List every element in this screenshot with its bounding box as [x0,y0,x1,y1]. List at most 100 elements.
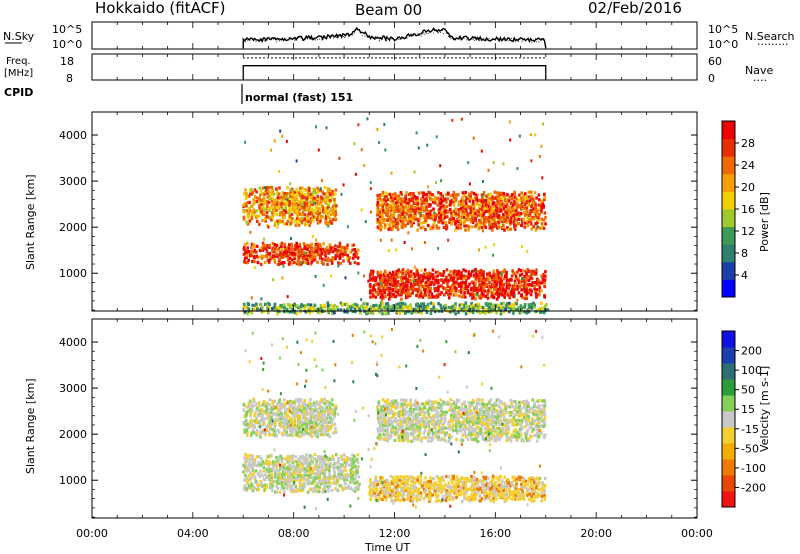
velocity-cell [245,405,249,409]
power-cell [464,198,468,203]
power-cell [478,218,481,223]
velocity-cell [343,458,346,462]
velocity-cell [283,472,287,476]
power-cell [335,251,339,255]
velocity-cell [399,398,403,402]
power-cell [328,217,332,221]
power-cell [300,221,304,225]
power-cell [450,220,453,224]
velocity-cell [391,428,394,432]
velocity-cell [440,409,443,413]
power-cell [517,217,521,221]
velocity-cell [298,488,301,493]
power-cell [417,280,421,284]
velocity-cell [332,411,335,416]
power-cell [408,217,411,221]
power-cell [516,298,519,302]
velocity-cell [458,427,462,431]
power-cell [250,253,253,258]
power-cell [278,186,281,190]
power-cell [447,310,451,314]
power-cell [429,274,433,278]
power-cell [435,135,438,139]
power-cell [387,223,390,227]
power-cell [524,192,527,196]
velocity-cell [315,459,319,463]
power-cell [394,294,398,298]
power-cell [313,303,317,307]
power-cell [288,208,291,212]
noise-right-label: N.Search [745,30,795,43]
power-cell [389,305,393,309]
velocity-cell [332,431,335,435]
power-cell [388,207,392,211]
velocity-cell [425,400,428,404]
power-cell [533,305,536,309]
power-cell [418,284,421,289]
velocity-cell [411,429,415,433]
power-cell [418,278,422,282]
power-cell [513,222,516,227]
power-cell [483,280,486,284]
power-cell [538,155,541,158]
power-cell [444,305,447,309]
power-cell [409,273,413,277]
power-cell [329,303,332,307]
velocity-cell [404,403,408,407]
velocity-cell [457,417,460,421]
power-cell [316,186,319,190]
velocity-cell [263,401,267,405]
power-cell [282,261,286,265]
power-cell [278,218,282,223]
power-cell [450,222,453,226]
velocity-cell [343,465,346,470]
power-cell [498,218,502,222]
velocity-cell [247,425,251,430]
power-cell [496,287,500,291]
velocity-cell [246,465,249,469]
power-cell [464,301,468,305]
power-cell [530,215,534,219]
velocity-cell [280,459,284,464]
power-cell [504,307,508,311]
power-cell [381,216,385,220]
power-cell [400,292,403,296]
velocity-cell [465,408,468,412]
power-cell [283,242,287,246]
velocity-cell [411,403,415,407]
power-cell [280,245,283,249]
power-cell [530,283,534,287]
power-cell [522,197,525,202]
velocity-cell [283,402,287,406]
velocity-cell [274,463,277,467]
power-cell [326,187,330,191]
power-cell [535,288,539,292]
power-cell [273,254,276,258]
power-cell [276,219,279,223]
velocity-cell [253,419,256,423]
velocity-cell [248,408,252,412]
power-cell [388,192,392,196]
power-cell [314,204,318,208]
velocity-cell [326,465,329,469]
power-cell [309,243,312,247]
power-cell [285,307,289,311]
power-cell [461,280,465,284]
velocity-cell [282,486,286,490]
power-cell [482,278,486,282]
power-cell [334,213,338,217]
power-cell [530,273,533,277]
power-cell [384,202,388,206]
power-cell [486,296,490,300]
velocity-cell [256,406,259,410]
power-cell [471,214,475,219]
power-cell [484,215,488,220]
velocity-cell [354,486,357,490]
velocity-cell [291,406,295,410]
velocity-cell [251,489,255,493]
velocity-cell [293,400,296,404]
power-cell [528,211,532,216]
velocity-cell [269,424,272,428]
velocity-cell [259,408,262,412]
power-cell [454,193,458,197]
